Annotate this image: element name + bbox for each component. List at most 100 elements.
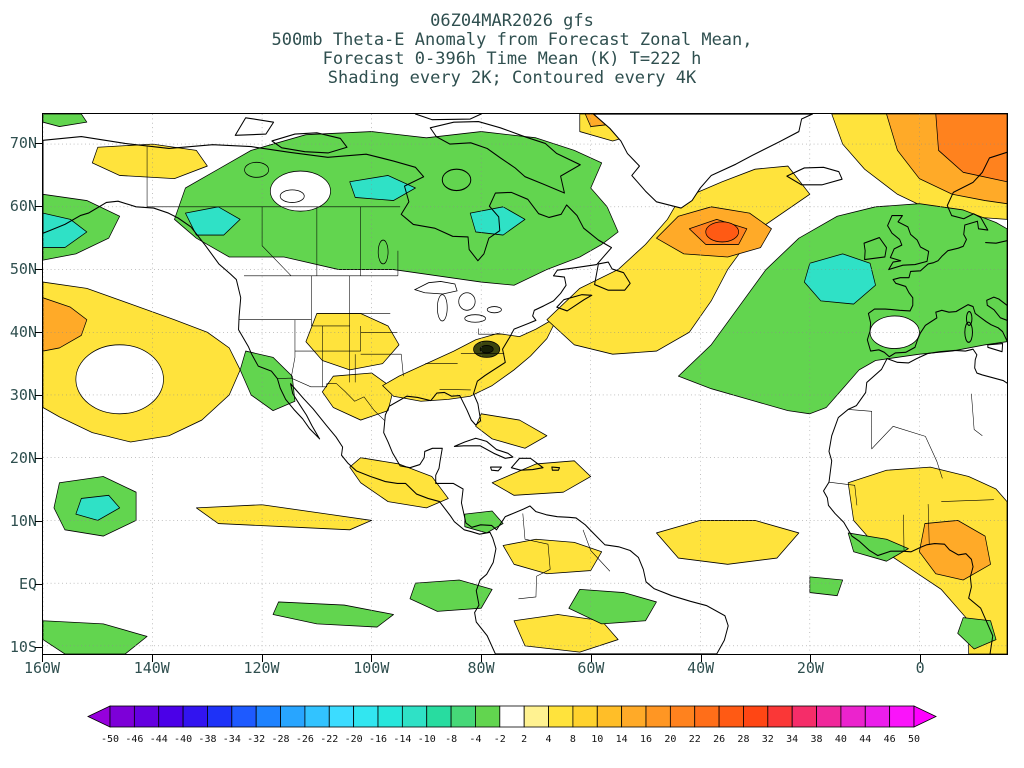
lake-winnipeg	[377, 239, 389, 265]
map-frame	[42, 113, 1008, 655]
colorbar-segment	[280, 705, 306, 728]
colorbar-tick-label: -50	[101, 734, 119, 745]
coast-greenland	[592, 114, 814, 209]
colorbar-tick-label: 34	[786, 734, 798, 745]
colorbar-tick-label: -8	[445, 734, 457, 745]
shading-note: Shading every 2K; Contoured every 4K	[327, 68, 697, 88]
region-itcz-positive	[196, 504, 372, 531]
x-axis-tick	[371, 655, 373, 662]
colorbar-tick-label: 28	[737, 734, 749, 745]
y-axis-label: 60N	[9, 197, 37, 216]
colorbar-segment	[377, 705, 403, 728]
x-axis-label: 0	[915, 659, 925, 677]
hole-pacific-neutral	[75, 344, 164, 415]
coast-atlantic-islands	[786, 166, 930, 271]
x-axis-tick	[700, 655, 702, 662]
colorbar-segment	[572, 705, 598, 728]
region-east-atlantic-negative	[678, 203, 1007, 415]
region-california-negative	[239, 350, 296, 412]
coastline-layer	[43, 114, 1007, 654]
colorbar-segment	[864, 705, 891, 728]
y-axis-tick	[35, 332, 42, 334]
region-bering-negative	[43, 114, 88, 127]
region-southeast-us-positive	[382, 316, 559, 402]
title-block: 06Z04MAR2026 gfs 500mb Theta-E Anomaly f…	[0, 12, 1024, 88]
colorbar-segment	[645, 705, 671, 728]
great-bear-lake	[244, 161, 270, 178]
coast-north-america	[43, 136, 729, 654]
island-corsica	[965, 310, 973, 326]
colorbar-tick-label: -20	[345, 734, 363, 745]
region-caribbean-positive	[491, 460, 592, 496]
region-east-atlantic-negative-core	[803, 253, 876, 305]
map-canvas	[43, 114, 1007, 654]
colorbar-tick-label: -10	[418, 734, 436, 745]
x-axis-label: 120W	[243, 659, 280, 677]
colorbar-tick-label: 10	[591, 734, 603, 745]
colorbar-segment	[426, 705, 452, 728]
region-guinea-coast-negative	[847, 532, 909, 562]
x-axis-label: 20W	[796, 659, 824, 677]
colorbar-tick-label: -14	[393, 734, 411, 745]
region-alaska-interior-positive	[91, 143, 208, 180]
island-sardinia	[964, 321, 973, 343]
x-axis-label: 40W	[687, 659, 715, 677]
colorbar-segment	[669, 705, 696, 728]
region-panama-negative	[464, 510, 504, 534]
lake-ontario	[486, 306, 502, 314]
y-axis-label: 50N	[9, 260, 37, 279]
colorbar-tick-label: -38	[198, 734, 216, 745]
region-canada-negative-core-central	[349, 175, 416, 201]
x-axis-label: 60W	[577, 659, 605, 677]
coast-africa-mediterranean	[886, 348, 1007, 384]
region-south-pacific-negative	[43, 620, 148, 654]
colorbar-tick-label: 44	[859, 734, 871, 745]
colorbar-tick-label: 50	[908, 734, 920, 745]
colorbar-segment	[499, 705, 525, 728]
colorbar-segment	[694, 705, 720, 728]
colorbar-tick-label: -28	[272, 734, 290, 745]
colorbar-tick-label: 2	[521, 734, 527, 745]
y-axis-label: 10S	[9, 637, 37, 656]
colorbar-tick-label: -46	[125, 734, 143, 745]
region-texas-mexico-positive	[321, 372, 394, 421]
colorbar-tick-label: -2	[494, 734, 506, 745]
colorbar-segment	[255, 705, 281, 728]
region-south-america-north-positive	[502, 538, 603, 575]
coast-arctic-islands	[234, 114, 581, 194]
colorbar-tick-label: -4	[469, 734, 481, 745]
colorbar-tick-label: -40	[174, 734, 192, 745]
region-tropical-pacific-negative-core	[75, 494, 121, 521]
coast-caribbean-islands	[453, 437, 560, 472]
colorbar-segment	[889, 705, 915, 728]
x-axis-tick	[590, 655, 592, 662]
colorbar-tick-label: 40	[835, 734, 847, 745]
coast-europe-extras	[985, 240, 1007, 353]
lake-erie	[464, 314, 486, 323]
colorbar-tick-label: 20	[664, 734, 676, 745]
y-axis-label: 30N	[9, 386, 37, 405]
colorbar-segment	[207, 705, 233, 728]
colorbar-tick-label: 46	[884, 734, 896, 745]
region-canada-negative	[174, 131, 619, 286]
colorbar-segment	[182, 705, 208, 728]
region-equatorial-pacific-negative	[272, 601, 394, 628]
coast-europe	[866, 151, 1007, 358]
colorbar-tick-label: 8	[570, 734, 576, 745]
colorbar-segment	[158, 705, 184, 728]
y-axis-label: 10N	[9, 511, 37, 530]
colorbar-segment	[548, 705, 574, 728]
region-gulf-alaska-negative-core	[43, 212, 88, 248]
great-slave-lake	[279, 189, 305, 203]
colorbar-segment	[109, 705, 135, 728]
colorbar-segment	[401, 705, 428, 728]
colorbar-segment	[231, 705, 257, 728]
shading-layer	[43, 114, 1007, 654]
x-axis-tick	[42, 655, 43, 662]
colorbar-tick-label: -16	[369, 734, 387, 745]
colorbar-arrow-right	[913, 705, 937, 728]
region-pacific-positive-core	[43, 297, 88, 352]
borders-north-america	[146, 146, 505, 421]
y-axis-label: 20N	[9, 448, 37, 467]
